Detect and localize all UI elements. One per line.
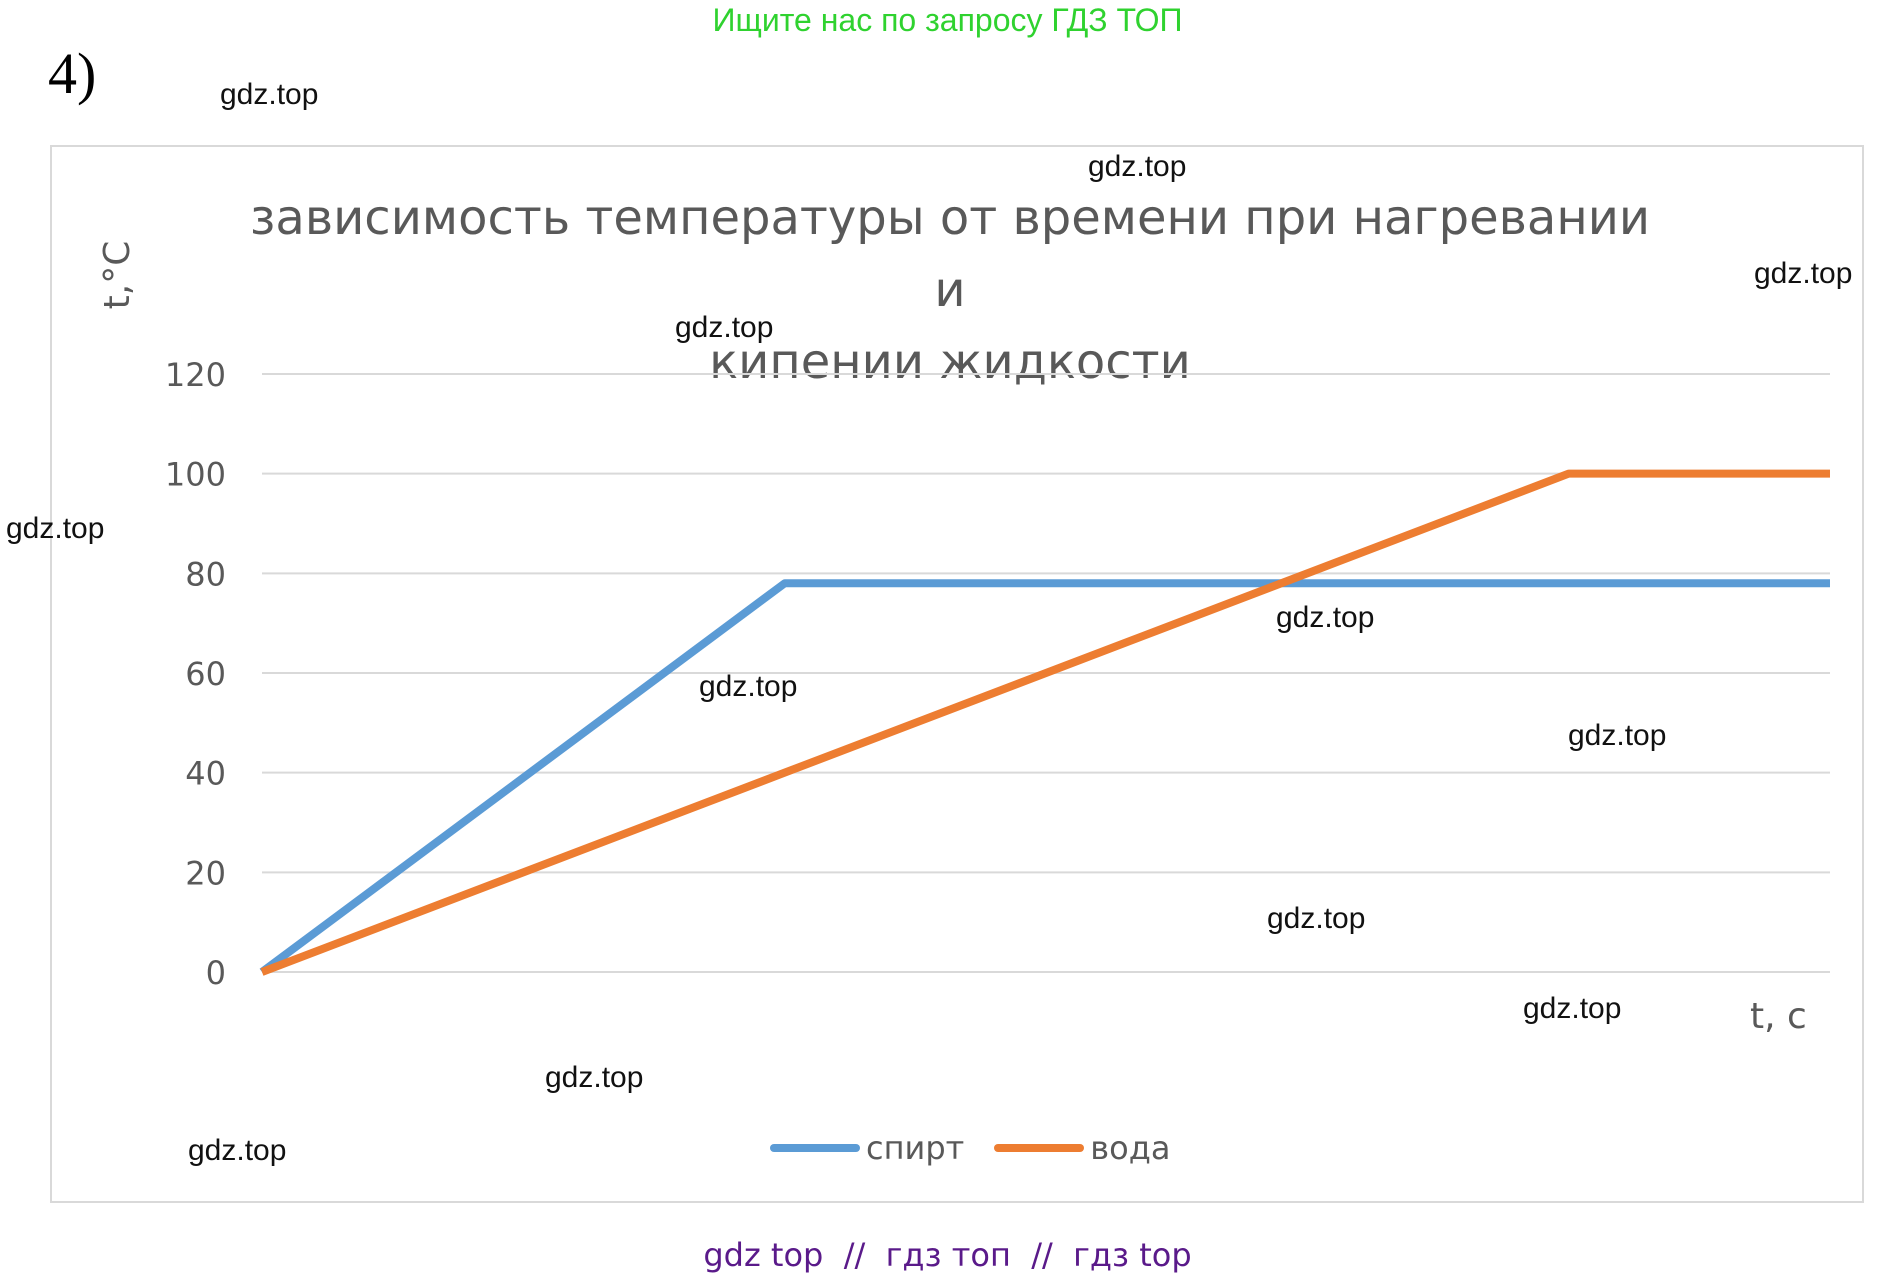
watermark: gdz.top <box>1754 257 1853 290</box>
legend-label-voda: вода <box>1090 1129 1171 1167</box>
chart-title: зависимость температуры от времени при н… <box>230 182 1670 398</box>
task-number: 4) <box>48 41 97 106</box>
watermark: gdz.top <box>699 670 798 703</box>
watermark: gdz.top <box>675 311 774 344</box>
legend-swatch-voda <box>994 1144 1085 1152</box>
watermark: gdz.top <box>6 512 105 545</box>
watermark: gdz.top <box>545 1061 644 1094</box>
chart-title-line-2: кипении жидкости <box>709 334 1191 390</box>
watermark: gdz.top <box>1088 150 1187 183</box>
watermark: gdz.top <box>1568 719 1667 752</box>
chart-title-line-1: зависимость температуры от времени при н… <box>249 190 1651 318</box>
legend-item-spirt: спирт <box>770 1129 964 1167</box>
y-tick-label: 80 <box>185 555 226 593</box>
x-axis-label: t, с <box>1750 996 1807 1037</box>
y-tick-label: 120 <box>165 356 226 394</box>
footer-text: gdz top // гдз топ // гдз top <box>703 1236 1192 1274</box>
legend-item-voda: вода <box>994 1129 1170 1167</box>
watermark: gdz.top <box>220 78 319 111</box>
series-line-voda <box>260 469 1830 976</box>
watermark: gdz.top <box>1267 902 1366 935</box>
watermark: gdz.top <box>188 1134 287 1167</box>
y-tick-label: 60 <box>185 655 226 693</box>
y-tick-label: 40 <box>185 755 226 793</box>
watermark: gdz.top <box>1276 601 1375 634</box>
watermark: gdz.top <box>1523 992 1622 1025</box>
y-tick-label: 20 <box>185 854 226 892</box>
chart-legend: спирт вода <box>770 1128 1170 1168</box>
legend-label-spirt: спирт <box>866 1129 965 1167</box>
y-tick-label: 100 <box>165 456 226 494</box>
legend-swatch-spirt <box>770 1144 860 1152</box>
y-tick-label: 0 <box>206 954 226 992</box>
series-line-spirt <box>259 579 1830 976</box>
top-banner: Ищите нас по запросу ГДЗ ТОП <box>712 2 1183 38</box>
